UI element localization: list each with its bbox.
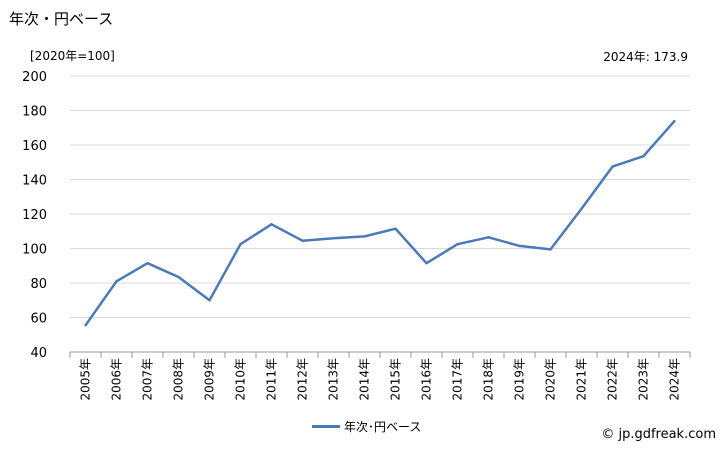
data-point [642,155,645,158]
data-point [177,275,180,279]
y-tick-label: 40 [30,346,47,361]
x-tick-label: 2007年 [141,358,155,401]
x-tick-label: 2009年 [203,358,217,401]
x-tick-label: 2008年 [172,358,186,401]
y-tick-label: 80 [30,277,47,292]
y-tick-label: 180 [22,105,47,120]
x-tick-label: 2023年 [637,358,651,401]
data-point [394,227,397,230]
credit-text: © jp.gdfreak.com [601,427,716,442]
x-tick-label: 2017年 [451,358,465,401]
data-point [270,223,273,226]
data-point [332,236,335,240]
y-tick-label: 200 [22,70,47,85]
data-point [456,242,459,246]
x-tick-label: 2020年 [544,358,558,401]
data-point [580,207,583,211]
latest-value-label: 2024年: 173.9 [603,50,688,64]
data-point [363,235,366,238]
data-point [425,261,428,265]
x-tick-label: 2014年 [358,358,372,401]
data-point [239,242,242,246]
data-point [673,119,676,123]
data-point [84,324,87,327]
x-tick-label: 2015年 [389,358,403,401]
x-tick-label: 2019年 [513,358,527,401]
legend-swatch [312,425,340,428]
data-point [487,236,490,239]
x-tick-label: 2022年 [606,358,620,401]
data-point [146,261,149,265]
data-point [611,165,614,168]
y-tick-label: 60 [30,312,47,327]
x-tick-label: 2013年 [327,358,341,401]
x-tick-label: 2018年 [482,358,496,401]
x-tick-label: 2011年 [265,358,279,401]
data-point [518,244,521,248]
y-tick-label: 160 [22,139,47,154]
data-point [549,248,552,251]
data-point [301,239,304,242]
chart-title: 年次・円ベース [9,10,114,28]
y-tick-label: 100 [22,243,47,258]
y-tick-label: 140 [22,174,47,189]
y-tick-label: 120 [22,208,47,223]
data-point [115,280,118,283]
series-line [84,120,676,327]
x-tick-label: 2024年 [668,358,682,401]
x-tick-label: 2010年 [234,358,248,401]
legend-label: 年次･円ベース [344,420,422,434]
x-tick-label: 2021年 [575,358,589,401]
x-tick-label: 2006年 [110,358,124,401]
data-point [208,299,211,302]
unit-label: [2020年=100] [30,49,115,63]
legend: 年次･円ベース [312,418,421,435]
x-tick-label: 2005年 [79,358,93,401]
x-tick-label: 2012年 [296,358,310,401]
x-tick-label: 2016年 [420,358,434,401]
